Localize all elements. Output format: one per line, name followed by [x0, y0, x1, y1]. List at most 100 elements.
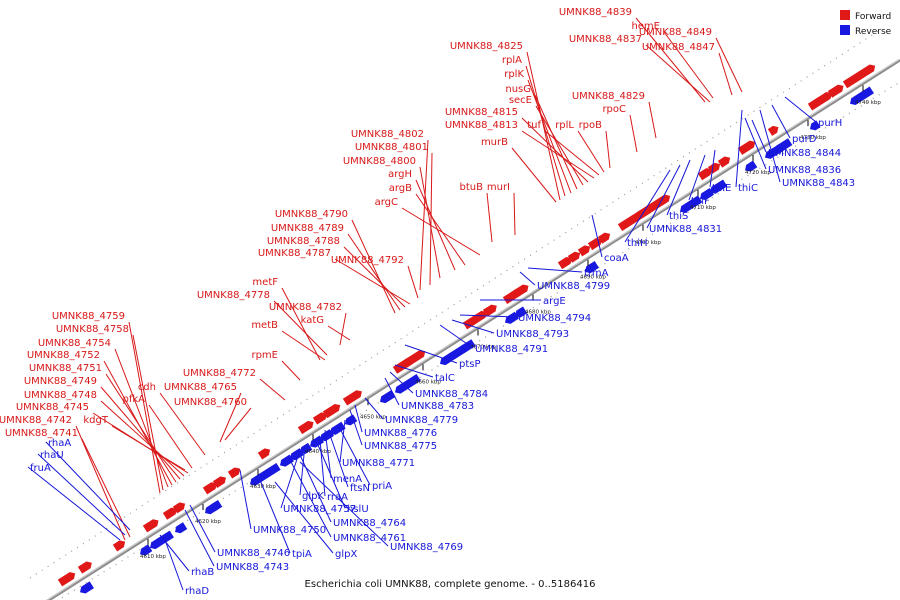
forward-gene-label: UMNK88_4837 [569, 34, 642, 45]
reverse-leader-line [591, 214, 603, 258]
forward-feature [322, 403, 341, 419]
forward-leader-line [75, 425, 126, 541]
reverse-leader-line [439, 324, 474, 349]
reverse-leader-line [299, 461, 389, 547]
reverse-gene-label: UMNK88_4775 [364, 441, 437, 452]
forward-leader-line [635, 17, 706, 103]
reverse-leader-line [751, 119, 767, 153]
forward-gene-label: rplK [504, 69, 524, 80]
reverse-leader-line [164, 539, 184, 591]
tick-label: 4610 kbp [140, 554, 166, 560]
reverse-feature [585, 260, 599, 274]
forward-gene-label: UMNK88_4847 [642, 42, 715, 53]
reverse-gene-label: thiC [738, 183, 758, 194]
reverse-leader-line [184, 509, 215, 567]
forward-leader-line [527, 79, 572, 194]
reverse-feature [395, 374, 421, 394]
forward-leader-line [718, 52, 733, 96]
reverse-gene-label: purH [818, 118, 842, 129]
forward-feature [472, 310, 487, 324]
reverse-feature [810, 120, 821, 131]
reverse-feature [80, 581, 94, 594]
reverse-leader-line [349, 409, 363, 446]
reverse-feature [330, 421, 346, 435]
tick-label: 4640 kbp [305, 449, 331, 455]
forward-gene-label: tuf [527, 120, 541, 131]
forward-leader-line [577, 130, 605, 173]
forward-leader-line [81, 438, 131, 538]
reverse-gene-label: priA [372, 481, 392, 492]
forward-gene-label: UMNK88_4839 [559, 7, 632, 18]
reverse-feature [515, 306, 528, 318]
reverse-leader-line [527, 267, 583, 273]
forward-gene-label: UMNK88_4758 [56, 324, 129, 335]
forward-gene-label: katG [301, 315, 324, 326]
reverse-leader-line [280, 449, 301, 509]
forward-leader-line [224, 407, 252, 441]
forward-gene-label: kdgT [83, 415, 108, 426]
forward-feature [297, 420, 314, 435]
legend-forward-label: Forward [855, 12, 891, 22]
reverse-gene-label: UMNK88_4783 [401, 401, 474, 412]
reverse-gene-label: hslU [347, 504, 369, 515]
reverse-gene-label: rhaU [40, 450, 64, 461]
forward-feature [512, 284, 529, 298]
forward-feature [557, 256, 572, 270]
reverse-leader-line [27, 466, 121, 541]
reverse-gene-label: UMNK88_4844 [768, 148, 841, 159]
forward-feature [717, 156, 731, 168]
reverse-gene-label: rhaB [191, 567, 214, 578]
forward-feature [482, 304, 497, 317]
tick-label: 4660 kbp [415, 379, 441, 385]
forward-leader-line [132, 334, 164, 491]
forward-feature [162, 507, 177, 520]
forward-gene-label: UMNK88_4751 [29, 363, 102, 374]
reverse-gene-label: UMNK88_4750 [253, 525, 326, 536]
forward-leader-line [281, 330, 326, 361]
reverse-feature [300, 442, 313, 454]
reverse-leader-line [45, 441, 131, 531]
forward-gene-label: UMNK88_4788 [267, 236, 340, 247]
reverse-leader-line [364, 397, 384, 420]
forward-leader-line [148, 404, 193, 469]
forward-feature [737, 140, 756, 155]
forward-gene-label: UMNK88_4759 [52, 311, 125, 322]
reverse-leader-line [354, 404, 363, 433]
forward-leader-line [327, 325, 351, 341]
reverse-leader-line [744, 117, 767, 170]
forward-gene-label: rpoB [579, 120, 603, 131]
reverse-leader-line [784, 96, 817, 123]
forward-leader-line [419, 166, 441, 279]
forward-gene-label: UMNK88_4742 [0, 415, 72, 426]
reverse-gene-label: UMNK88_4746 [217, 548, 290, 559]
reverse-leader-line [337, 424, 371, 486]
reverse-gene-label: UMNK88_4771 [342, 458, 415, 469]
reverse-leader-line [317, 444, 346, 509]
forward-feature [657, 194, 671, 206]
reverse-gene-label: argE [543, 296, 566, 307]
forward-gene-label: UMNK88_4778 [197, 290, 270, 301]
forward-leader-line [544, 130, 600, 176]
reverse-gene-label: UMNK88_4799 [537, 281, 610, 292]
tick-label: 4710 kbp [690, 205, 716, 211]
tick-label: 4650 kbp [360, 414, 386, 420]
forward-feature [577, 245, 591, 257]
forward-track-guide [29, 29, 881, 579]
reverse-leader-line [404, 344, 458, 364]
reverse-gene-label: UMNK88_4843 [782, 178, 855, 189]
forward-gene-label: UMNK88_4829 [572, 91, 645, 102]
reverse-leader-line [771, 104, 791, 139]
forward-gene-label: UMNK88_4790 [275, 209, 348, 220]
reverse-gene-label: coaA [604, 253, 629, 264]
legend-forward-swatch [840, 10, 850, 20]
reverse-gene-label: UMNK88_4794 [518, 313, 591, 324]
reverse-gene-label: UMNK88_4793 [496, 329, 569, 340]
forward-leader-line [535, 105, 584, 186]
reverse-leader-line [624, 169, 671, 243]
forward-gene-label: rpmE [251, 350, 278, 361]
reverse-gene-label: thiF [691, 196, 710, 207]
reverse-feature [140, 544, 153, 556]
reverse-leader-line [259, 479, 291, 554]
reverse-leader-line [324, 429, 332, 479]
